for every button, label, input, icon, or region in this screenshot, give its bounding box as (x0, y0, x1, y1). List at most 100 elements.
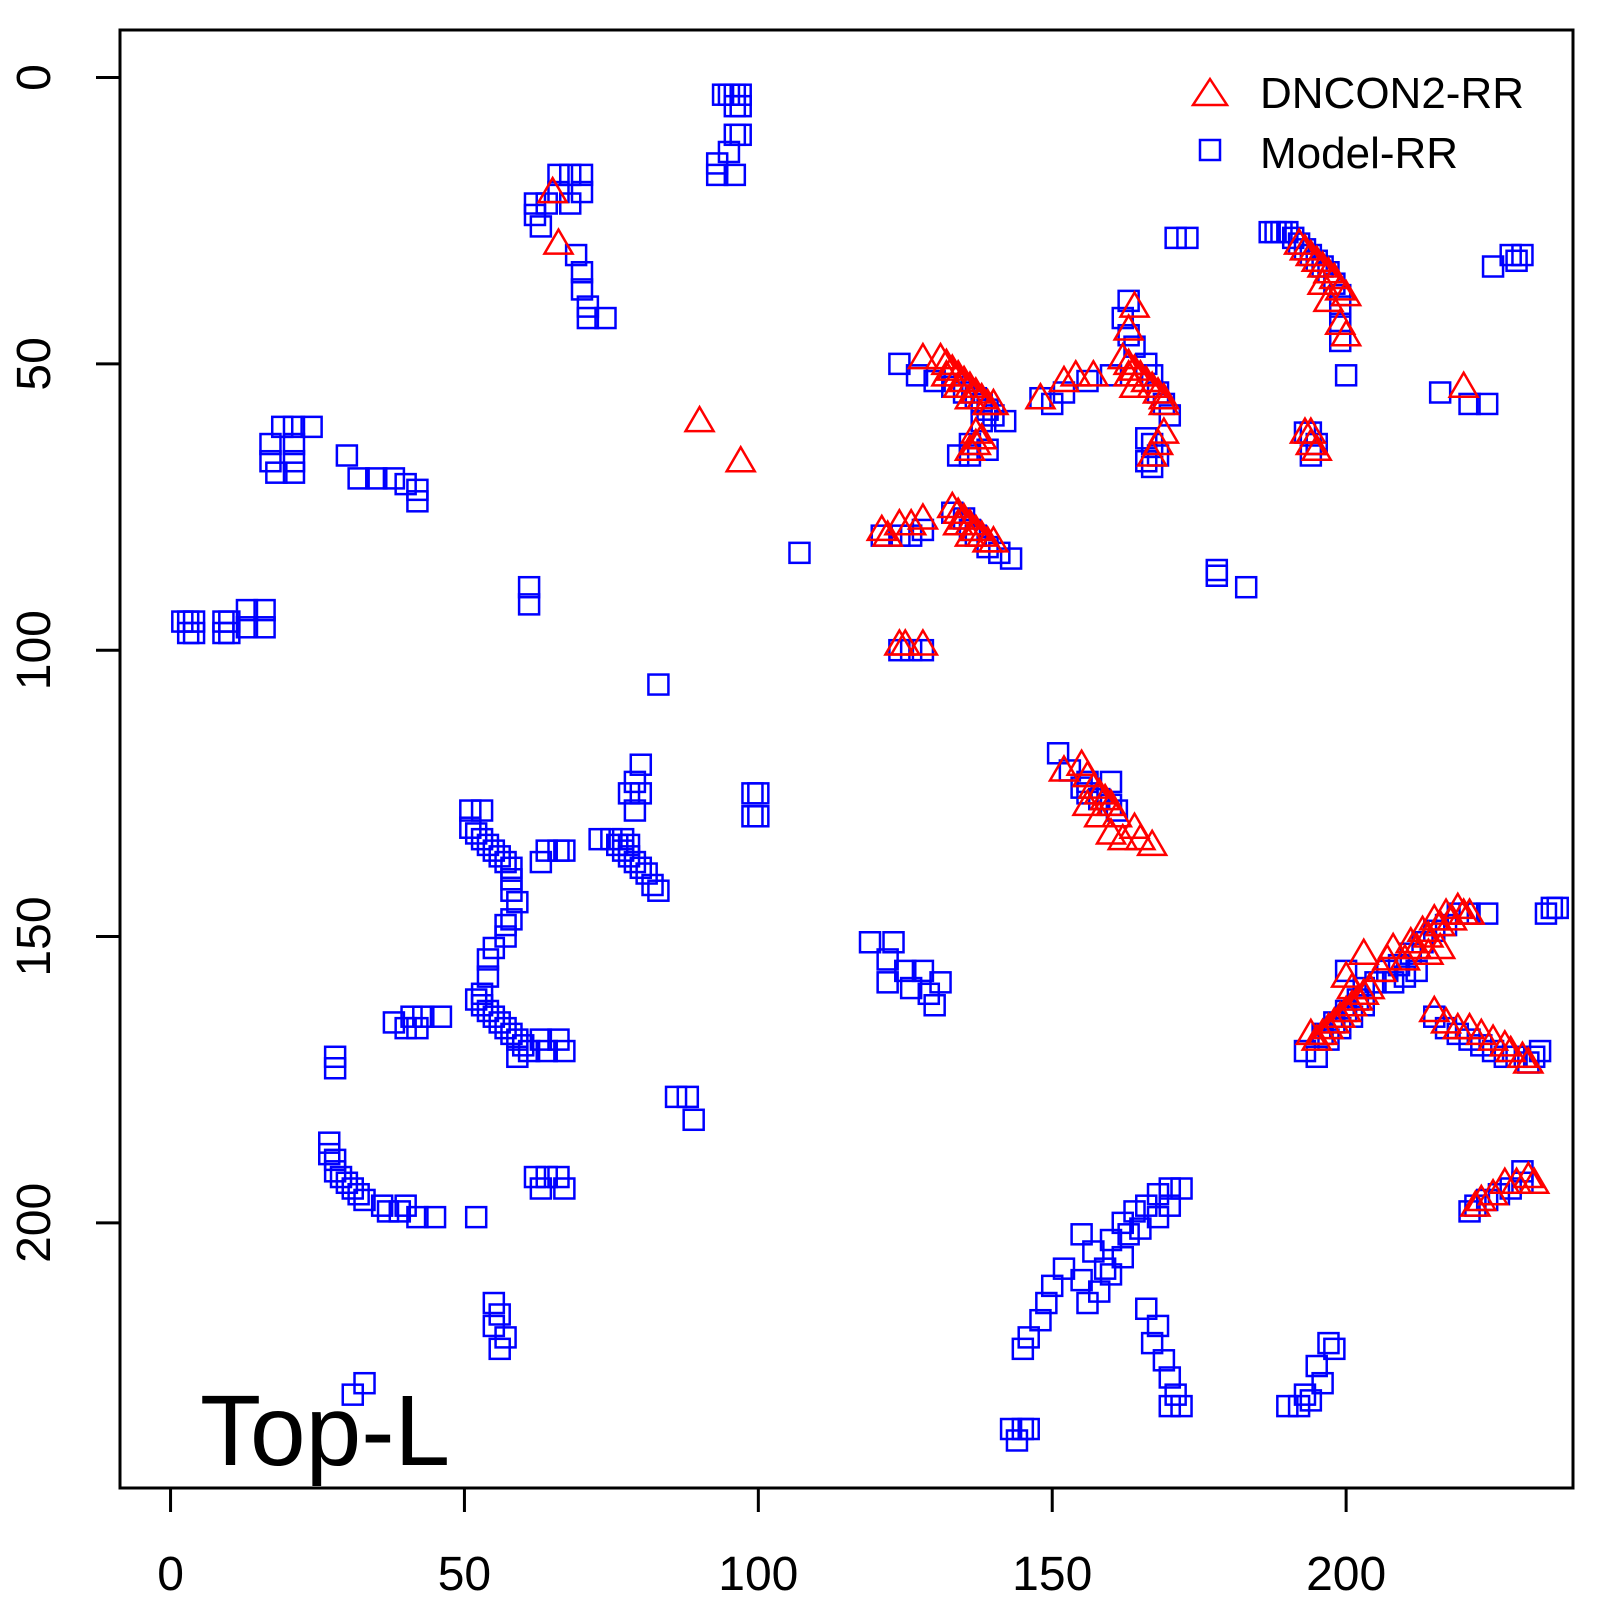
model-rr-point (1040, 392, 1064, 416)
model-rr-point (482, 1005, 506, 1028)
dncon2-rr-point (1447, 370, 1480, 399)
model-rr-point (547, 1165, 570, 1189)
model-rr-point (1311, 1371, 1334, 1395)
model-rr-point (611, 827, 635, 851)
legend-square-marker (1198, 138, 1222, 162)
model-rr-point (647, 673, 670, 696)
model-rr-point (1117, 323, 1140, 347)
model-rr-point (476, 965, 500, 988)
model-rr-point (747, 782, 770, 805)
model-rr-point (1111, 1211, 1135, 1235)
model-rr-point (1152, 1349, 1176, 1372)
model-rr-point (470, 993, 494, 1017)
model-rr-point (899, 976, 923, 1000)
model-rr-point (1099, 1228, 1123, 1252)
dncon2-rr-point (1088, 782, 1122, 811)
model-rr-point (476, 948, 500, 971)
model-rr-point (617, 833, 641, 857)
model-rr-point (1011, 1337, 1035, 1361)
model-rr-point (535, 1165, 558, 1189)
model-rr-point (1205, 564, 1229, 587)
model-rr-point (611, 839, 635, 862)
dncon2-rr-point (1306, 267, 1339, 295)
model-rr-point (606, 833, 629, 857)
model-rr-point (523, 1165, 547, 1189)
model-rr-point (1135, 1297, 1158, 1321)
model-rr-point (705, 152, 729, 175)
model-rr-point (1287, 1394, 1311, 1418)
dncon2-rr-point (1147, 381, 1181, 410)
y-tick-label: 50 (8, 337, 61, 390)
model-rr-point (617, 845, 641, 868)
model-rr-point (1170, 1177, 1193, 1200)
dncon2-rr-point (1306, 250, 1339, 278)
model-rr-point (406, 478, 429, 502)
model-rr-point (318, 1142, 341, 1166)
model-rr-point (464, 988, 488, 1011)
dncon2-rr-point (1135, 828, 1169, 857)
model-rr-point (588, 827, 611, 851)
model-rr-point (400, 1005, 423, 1028)
model-rr-point (635, 862, 658, 885)
model-rr-point (494, 1016, 517, 1040)
model-rr-point (553, 1177, 576, 1200)
model-rr-point (923, 993, 946, 1017)
model-rr-point (482, 1314, 506, 1338)
dncon2-rr-point (1083, 799, 1116, 828)
model-rr-point (353, 1371, 376, 1395)
model-rr-point (323, 1148, 347, 1172)
model-rr-point (347, 1182, 370, 1206)
model-rr-point (788, 541, 811, 565)
model-rr-point (470, 799, 494, 822)
dncon2-rr-point (889, 627, 922, 656)
model-rr-point (500, 879, 523, 902)
model-rr-point (218, 610, 241, 633)
dncon2-rr-point (1488, 1028, 1521, 1057)
dncon2-rr-point (1077, 358, 1110, 387)
model-rr-point (1511, 243, 1534, 267)
model-rr-point (464, 822, 488, 845)
model-rr-point (917, 982, 941, 1006)
model-rr-point (1017, 1417, 1040, 1441)
model-rr-point (553, 1039, 576, 1063)
model-rr-point (482, 839, 506, 862)
model-rr-point (999, 547, 1023, 570)
dncon2-rr-point (1500, 1166, 1533, 1195)
model-rr-point (1334, 364, 1358, 387)
model-rr-point (506, 1045, 529, 1069)
model-rr-point (406, 1205, 429, 1229)
model-rr-point (1234, 575, 1258, 599)
model-rr-point (570, 278, 594, 301)
model-rr-point (1017, 1326, 1040, 1349)
y-tick-label: 100 (8, 610, 61, 690)
model-rr-point (1158, 1194, 1182, 1217)
model-rr-point (999, 1417, 1023, 1441)
model-rr-point (459, 799, 482, 822)
dncon2-rr-point (1047, 364, 1081, 393)
model-rr-point (547, 1028, 570, 1051)
dncon2-rr-point (1347, 977, 1380, 1006)
model-rr-point (282, 461, 306, 484)
dncon2-rr-point (1453, 897, 1486, 925)
model-rr-point (1140, 455, 1164, 479)
model-rr-point (182, 610, 206, 633)
dncon2-rr-point (1465, 1183, 1498, 1212)
dncon2-rr-point (947, 502, 981, 530)
model-rr-point (911, 959, 935, 983)
dncon2-rr-point (1282, 227, 1316, 255)
dncon2-rr-point (1288, 232, 1322, 261)
y-tick-label: 0 (8, 64, 61, 91)
model-rr-point (388, 1200, 412, 1223)
dncon2-rr-point (894, 507, 928, 536)
model-rr-point (517, 1039, 541, 1063)
dncon2-rr-point (930, 358, 963, 387)
model-rr-point (617, 782, 641, 805)
model-rr-point (529, 850, 553, 874)
model-rr-point (1381, 971, 1405, 994)
model-rr-point (488, 1011, 511, 1034)
model-rr-point (882, 931, 905, 954)
model-rr-point (464, 1205, 488, 1229)
model-rr-point (1328, 295, 1352, 318)
dncon2-rr-point (953, 519, 987, 547)
